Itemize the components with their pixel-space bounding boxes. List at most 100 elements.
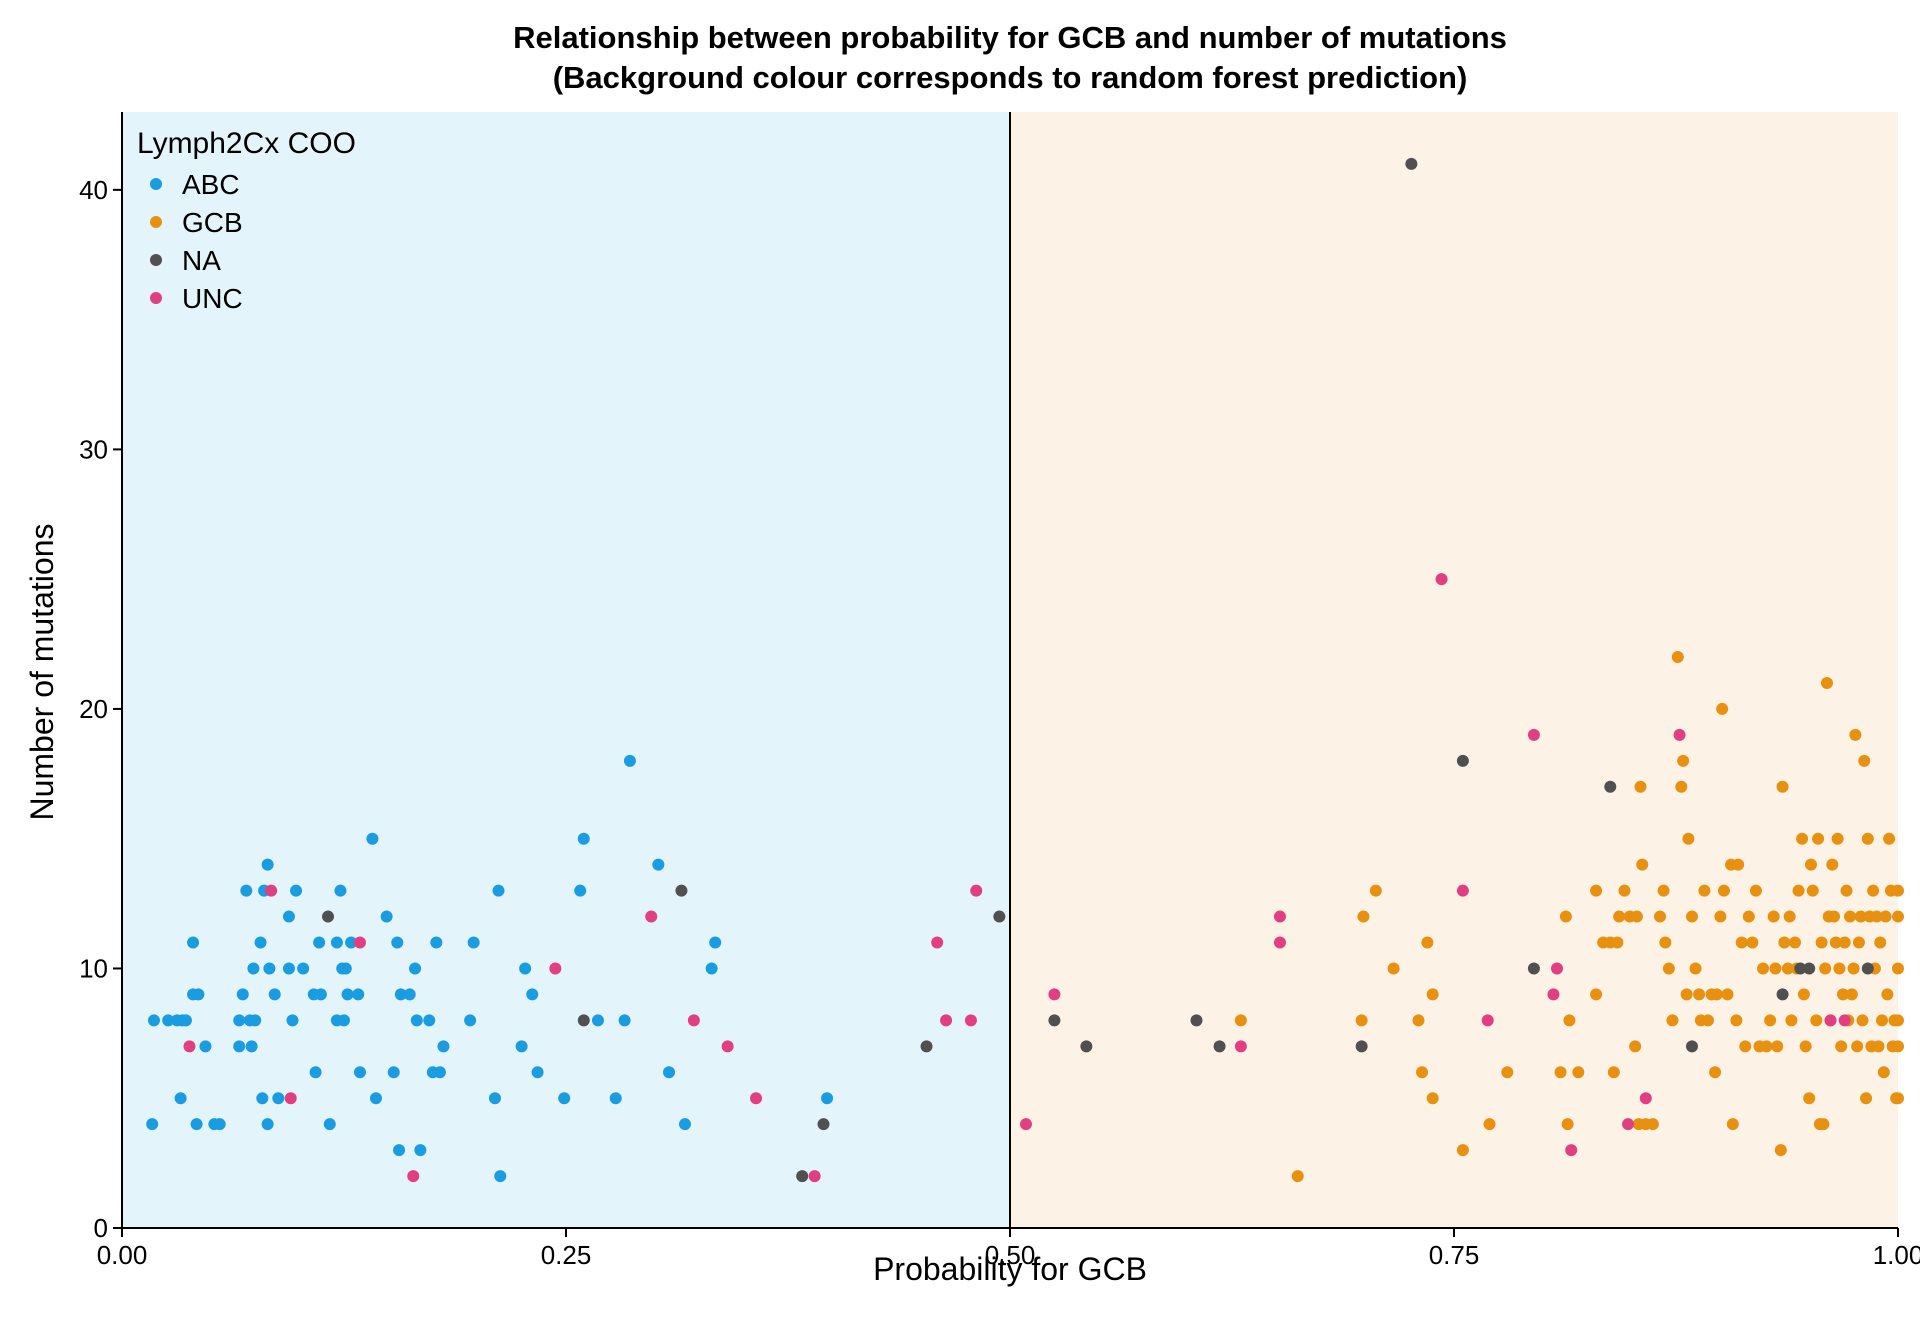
point-abc-67 (467, 936, 480, 949)
point-abc-48 (352, 988, 365, 1001)
point-gcb-55 (1716, 702, 1729, 715)
chart-title: Relationship between probability for GCB… (513, 20, 1507, 55)
point-na-1 (577, 1014, 590, 1027)
point-gcb-35 (1654, 910, 1667, 923)
point-gcb-135 (1892, 910, 1904, 923)
point-gcb-137 (1892, 884, 1904, 897)
point-gcb-75 (1776, 780, 1789, 793)
point-abc-40 (330, 936, 343, 949)
point-abc-22 (254, 936, 267, 949)
point-gcb-129 (1881, 988, 1894, 1001)
point-unc-31 (1838, 1014, 1851, 1027)
point-gcb-74 (1774, 1144, 1787, 1157)
point-gcb-6 (1412, 1014, 1425, 1027)
point-unc-22 (1481, 1014, 1494, 1027)
point-unc-11 (931, 936, 944, 949)
point-abc-27 (263, 962, 276, 975)
point-abc-76 (574, 884, 587, 897)
point-unc-5 (549, 962, 562, 975)
x-tick-label: 0.25 (541, 1240, 592, 1270)
point-gcb-123 (1870, 910, 1883, 923)
point-gcb-38 (1662, 962, 1675, 975)
point-abc-77 (577, 832, 590, 845)
point-abc-68 (488, 1092, 501, 1105)
point-abc-14 (233, 1014, 246, 1027)
point-abc-38 (314, 988, 327, 1001)
x-tick-label: 0.75 (1429, 1240, 1480, 1270)
legend: Lymph2Cx COO ABC GCB NA UNC (137, 127, 356, 314)
point-gcb-124 (1872, 1040, 1885, 1053)
x-tick-label: 1.00 (1873, 1240, 1920, 1270)
point-abc-1 (147, 1014, 160, 1027)
point-gcb-19 (1590, 884, 1603, 897)
point-unc-2 (284, 1092, 297, 1105)
point-gcb-32 (1636, 858, 1649, 871)
point-abc-25 (261, 858, 274, 871)
point-abc-19 (245, 1040, 258, 1053)
point-gcb-139 (1892, 962, 1904, 975)
point-abc-36 (309, 1066, 322, 1079)
point-abc-44 (338, 1014, 350, 1027)
point-abc-42 (334, 884, 347, 897)
point-gcb-25 (1613, 910, 1626, 923)
point-abc-28 (268, 988, 281, 1001)
x-ticks: 0.00 0.25 0.50 0.75 1.00 (97, 1228, 1920, 1270)
y-axis-title: Number of mutations (24, 523, 60, 820)
legend-items: ABC GCB NA UNC (150, 169, 243, 314)
point-unc-21 (1456, 884, 1469, 897)
point-abc-54 (391, 936, 404, 949)
point-unc-12 (940, 1014, 953, 1027)
point-na-8 (1080, 1040, 1093, 1053)
x-tick-label: 0.50 (985, 1240, 1036, 1270)
point-unc-16 (1048, 988, 1061, 1001)
point-unc-14 (970, 884, 983, 897)
point-gcb-79 (1785, 1014, 1798, 1027)
point-gcb-112 (1851, 1040, 1864, 1053)
point-gcb-84 (1797, 988, 1810, 1001)
point-abc-37 (313, 936, 326, 949)
point-gcb-15 (1559, 910, 1572, 923)
point-abc-55 (393, 1144, 406, 1157)
legend-title: Lymph2Cx COO (137, 127, 356, 160)
point-na-11 (1355, 1040, 1368, 1053)
point-gcb-108 (1844, 910, 1857, 923)
point-abc-57 (403, 988, 416, 1001)
point-gcb-9 (1426, 988, 1439, 1001)
point-na-12 (1405, 157, 1418, 170)
point-abc-65 (437, 1040, 450, 1053)
point-gcb-69 (1760, 1040, 1773, 1053)
legend-label-abc: ABC (182, 169, 240, 200)
point-gcb-61 (1732, 858, 1745, 871)
point-abc-85 (705, 962, 718, 975)
point-abc-7 (187, 936, 200, 949)
legend-label-na: NA (182, 245, 221, 276)
point-na-9 (1190, 1014, 1203, 1027)
point-abc-50 (366, 832, 379, 845)
point-gcb-11 (1456, 1144, 1469, 1157)
point-gcb-94 (1819, 962, 1832, 975)
point-abc-15 (233, 1040, 246, 1053)
point-unc-13 (964, 1014, 977, 1027)
point-abc-78 (591, 1014, 604, 1027)
point-na-19 (1803, 962, 1816, 975)
point-unc-23 (1527, 728, 1540, 741)
point-gcb-49 (1698, 884, 1711, 897)
point-gcb-98 (1826, 858, 1839, 871)
chart-subtitle: (Background colour corresponds to random… (553, 60, 1468, 95)
point-unc-24 (1547, 988, 1560, 1001)
point-gcb-5 (1387, 962, 1400, 975)
point-abc-11 (199, 1040, 212, 1053)
point-gcb-66 (1749, 884, 1762, 897)
point-unc-28 (1639, 1092, 1652, 1105)
point-gcb-93 (1817, 1118, 1830, 1131)
point-abc-10 (192, 988, 205, 1001)
point-gcb-24 (1611, 936, 1624, 949)
region-0 (122, 112, 1010, 1228)
point-gcb-3 (1357, 910, 1370, 923)
point-gcb-10 (1426, 1092, 1439, 1105)
legend-key-unc (150, 292, 162, 304)
point-unc-27 (1622, 1118, 1635, 1131)
legend-key-na (150, 254, 162, 266)
point-unc-9 (750, 1092, 763, 1105)
point-unc-18 (1273, 910, 1286, 923)
